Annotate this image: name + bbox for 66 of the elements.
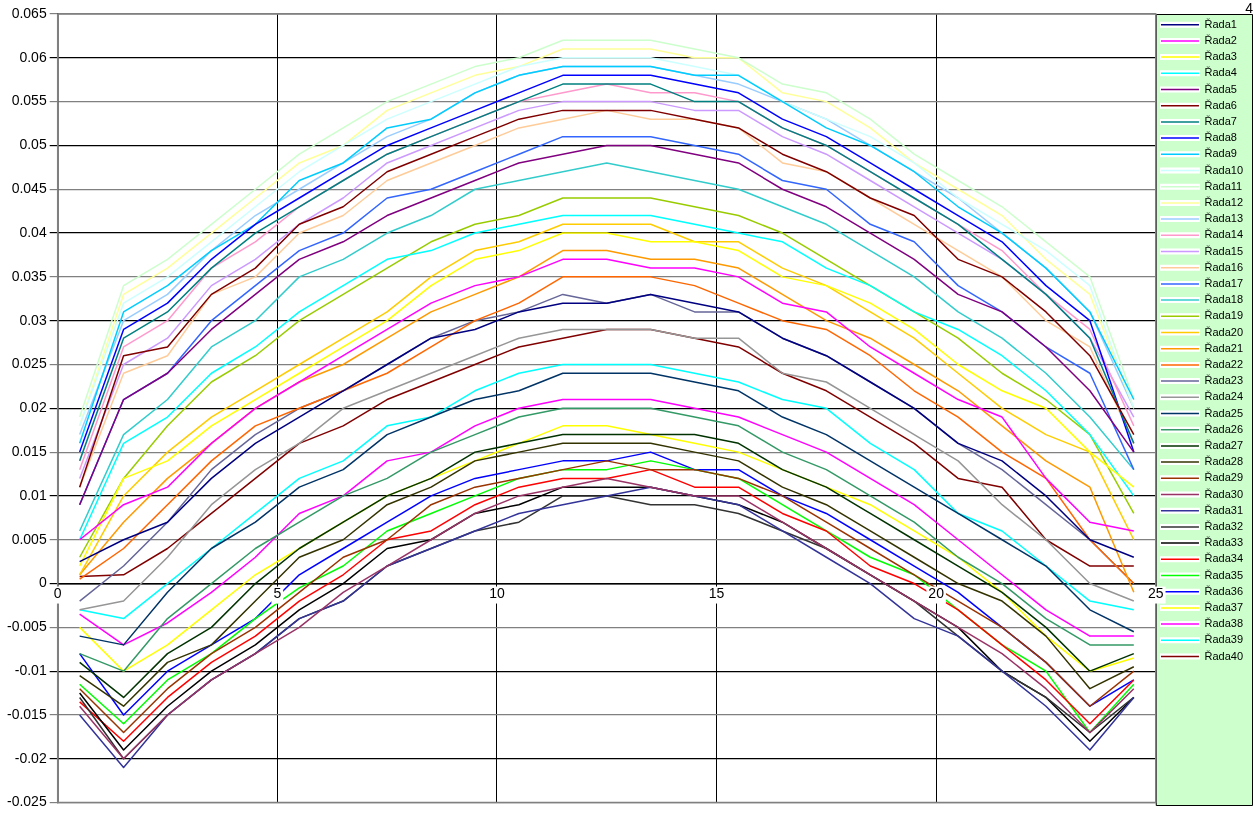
- legend-label: Řada21: [1204, 341, 1244, 354]
- legend-label: Řada33: [1204, 536, 1244, 549]
- legend-label: Řada40: [1204, 649, 1244, 662]
- legend-label: Řada23: [1204, 374, 1244, 387]
- y-tick-label: 0.045: [11, 180, 47, 197]
- legend-label: Řada16: [1204, 260, 1244, 273]
- legend-label: Řada20: [1204, 325, 1244, 338]
- legend-label: Řada7: [1204, 114, 1237, 127]
- y-tick-label: 0.035: [11, 267, 47, 284]
- y-tick-label: 0.06: [19, 48, 47, 65]
- x-tick-label: 5: [273, 585, 282, 602]
- legend-label: Řada36: [1204, 584, 1244, 597]
- legend-label: Řada25: [1204, 406, 1244, 419]
- x-tick-label: 10: [489, 585, 505, 602]
- legend-label: Řada4: [1204, 66, 1237, 79]
- legend-label: Řada15: [1204, 244, 1244, 257]
- legend-label: Řada3: [1204, 50, 1237, 63]
- y-tick-label: -0.005: [6, 618, 47, 635]
- y-tick-label: 0.01: [19, 486, 47, 503]
- legend-label: Řada14: [1204, 228, 1244, 241]
- legend-label: Řada39: [1204, 633, 1244, 646]
- legend-label: Řada24: [1204, 390, 1244, 403]
- legend-label: Řada37: [1204, 600, 1244, 613]
- x-tick-label: 15: [708, 585, 725, 602]
- x-tick-label: 20: [928, 585, 945, 602]
- legend-label: Řada2: [1204, 33, 1237, 46]
- y-tick-label: -0.015: [6, 705, 47, 722]
- x-tick-label: 0: [53, 585, 62, 602]
- y-tick-label: 0.04: [19, 223, 47, 240]
- legend-label: Řada9: [1204, 147, 1237, 160]
- y-tick-label: 0.05: [19, 136, 47, 153]
- legend-label: Řada18: [1204, 293, 1244, 306]
- legend-label: Řada6: [1204, 98, 1237, 111]
- y-tick-label: 0.015: [11, 442, 47, 459]
- legend-label: Řada28: [1204, 455, 1244, 468]
- legend-label: Řada38: [1204, 617, 1244, 630]
- x-tick-label: 25: [1147, 585, 1164, 602]
- legend-label: Řada17: [1204, 276, 1244, 289]
- legend-label: Řada35: [1204, 568, 1244, 581]
- text: 4: [1245, 0, 1254, 16]
- y-tick-label: -0.01: [14, 662, 47, 679]
- legend-label: Řada27: [1204, 438, 1244, 451]
- y-tick-label: 0.055: [11, 92, 47, 109]
- legend-label: Řada5: [1204, 82, 1237, 95]
- y-tick-label: 0.03: [19, 311, 47, 328]
- legend-label: Řada19: [1204, 309, 1244, 322]
- legend-label: Řada30: [1204, 487, 1244, 500]
- y-tick-label: 0: [38, 574, 47, 591]
- legend-label: Řada13: [1204, 212, 1244, 225]
- legend-label: Řada8: [1204, 131, 1237, 144]
- y-tick-label: 0.025: [11, 355, 47, 372]
- legend-label: Řada22: [1204, 357, 1244, 370]
- legend-label: Řada32: [1204, 519, 1244, 532]
- y-tick-label: 0.02: [19, 399, 47, 416]
- legend-label: Řada1: [1204, 17, 1237, 30]
- legend-label: Řada31: [1204, 503, 1244, 516]
- y-tick-label: -0.02: [14, 749, 47, 766]
- legend-label: Řada29: [1204, 471, 1244, 484]
- legend-label: Řada11: [1204, 179, 1243, 192]
- legend-label: Řada34: [1204, 552, 1244, 565]
- legend-label: Řada26: [1204, 422, 1244, 435]
- y-tick-label: 0.065: [11, 4, 47, 21]
- y-tick-label: 0.005: [11, 530, 47, 547]
- legend-label: Řada12: [1204, 195, 1244, 208]
- y-tick-label: -0.025: [6, 793, 47, 810]
- legend-label: Řada10: [1204, 163, 1244, 176]
